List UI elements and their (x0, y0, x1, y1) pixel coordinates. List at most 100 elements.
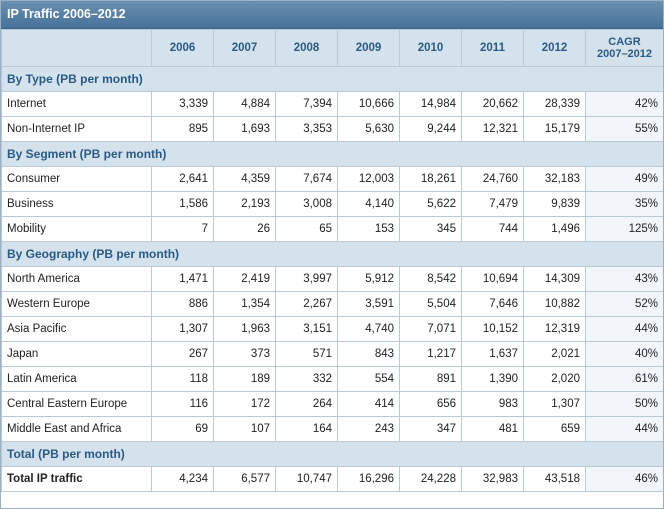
value-cell: 69 (151, 416, 214, 442)
table-row: Middle East and Africa 69 107 164 243 347 481 6… (1, 416, 663, 442)
value-cell: 1,217 (399, 341, 462, 367)
row-label: Consumer (1, 166, 152, 192)
value-cell: 5,504 (399, 291, 462, 317)
cagr-cell: 125% (585, 216, 663, 242)
table-row: North America 1,471 2,419 3,997 5,912 8,542 10… (1, 266, 663, 292)
value-cell: 24,760 (461, 166, 524, 192)
row-label: North America (1, 266, 152, 292)
value-cell: 2,641 (151, 166, 214, 192)
table-row: Japan 267 373 571 843 1,217 1,637 2,021 40% (1, 341, 663, 367)
table-row: Consumer 2,641 4,359 7,674 12,003 18,261 24,76… (1, 166, 663, 192)
value-cell: 1,637 (461, 341, 524, 367)
cagr-header-line1: CAGR (608, 36, 641, 48)
table-row: Western Europe 886 1,354 2,267 3,591 5,504 7,6… (1, 291, 663, 317)
table-row: Central Eastern Europe 116 172 264 414 656 983… (1, 391, 663, 417)
value-cell: 20,662 (461, 91, 524, 117)
value-cell: 481 (461, 416, 524, 442)
value-cell: 26 (213, 216, 276, 242)
value-cell: 4,234 (151, 466, 214, 492)
value-cell: 332 (275, 366, 338, 392)
value-cell: 895 (151, 116, 214, 142)
value-cell: 12,319 (523, 316, 586, 342)
value-cell: 1,963 (213, 316, 276, 342)
header-row: 2006 2007 2008 2009 2010 2011 2012 CAGR … (1, 29, 663, 67)
section-header-row: Total (PB per month) (1, 441, 663, 467)
cagr-cell: 52% (585, 291, 663, 317)
cagr-cell: 43% (585, 266, 663, 292)
cagr-cell: 61% (585, 366, 663, 392)
value-cell: 3,353 (275, 116, 338, 142)
cagr-cell: 49% (585, 166, 663, 192)
cagr-cell: 44% (585, 316, 663, 342)
value-cell: 43,518 (523, 466, 586, 492)
section-header-row: By Geography (PB per month) (1, 241, 663, 267)
section-label: By Geography (PB per month) (1, 241, 663, 267)
value-cell: 189 (213, 366, 276, 392)
value-cell: 414 (337, 391, 400, 417)
value-cell: 107 (213, 416, 276, 442)
value-cell: 10,747 (275, 466, 338, 492)
value-cell: 65 (275, 216, 338, 242)
value-cell: 10,666 (337, 91, 400, 117)
column-header: 2008 (275, 29, 338, 67)
value-cell: 7,479 (461, 191, 524, 217)
value-cell: 164 (275, 416, 338, 442)
value-cell: 1,471 (151, 266, 214, 292)
value-cell: 10,152 (461, 316, 524, 342)
column-header: 2006 (151, 29, 214, 67)
value-cell: 373 (213, 341, 276, 367)
table-row: Asia Pacific 1,307 1,963 3,151 4,740 7,071 10,… (1, 316, 663, 342)
value-cell: 3,591 (337, 291, 400, 317)
value-cell: 656 (399, 391, 462, 417)
value-cell: 891 (399, 366, 462, 392)
table-body: 2006 2007 2008 2009 2010 2011 2012 CAGR … (1, 29, 663, 492)
table-row: Latin America 118 189 332 554 891 1,390 2,020 61… (1, 366, 663, 392)
value-cell: 5,630 (337, 116, 400, 142)
row-label: Latin America (1, 366, 152, 392)
table-title: IP Traffic 2006–2012 (1, 1, 663, 29)
value-cell: 554 (337, 366, 400, 392)
value-cell: 14,984 (399, 91, 462, 117)
row-label: Total IP traffic (1, 466, 152, 492)
value-cell: 1,693 (213, 116, 276, 142)
value-cell: 1,307 (523, 391, 586, 417)
row-label: Middle East and Africa (1, 416, 152, 442)
ip-traffic-table: 2006 2007 2008 2009 2010 2011 2012 CAGR … (1, 29, 663, 492)
value-cell: 16,296 (337, 466, 400, 492)
value-cell: 2,267 (275, 291, 338, 317)
column-header: 2011 (461, 29, 524, 67)
value-cell: 18,261 (399, 166, 462, 192)
total-row: Total IP traffic 4,234 6,577 10,747 16,296 24… (1, 466, 663, 492)
value-cell: 4,884 (213, 91, 276, 117)
value-cell: 3,151 (275, 316, 338, 342)
column-header: 2007 (213, 29, 276, 67)
value-cell: 1,586 (151, 191, 214, 217)
value-cell: 5,912 (337, 266, 400, 292)
value-cell: 28,339 (523, 91, 586, 117)
value-cell: 15,179 (523, 116, 586, 142)
value-cell: 118 (151, 366, 214, 392)
value-cell: 983 (461, 391, 524, 417)
value-cell: 116 (151, 391, 214, 417)
value-cell: 1,354 (213, 291, 276, 317)
value-cell: 243 (337, 416, 400, 442)
value-cell: 3,339 (151, 91, 214, 117)
value-cell: 32,983 (461, 466, 524, 492)
table-row: Non-Internet IP 895 1,693 3,353 5,630 9,244 12… (1, 116, 663, 142)
row-label: Mobility (1, 216, 152, 242)
value-cell: 2,419 (213, 266, 276, 292)
value-cell: 345 (399, 216, 462, 242)
cagr-cell: 44% (585, 416, 663, 442)
value-cell: 1,307 (151, 316, 214, 342)
value-cell: 3,008 (275, 191, 338, 217)
value-cell: 32,183 (523, 166, 586, 192)
value-cell: 886 (151, 291, 214, 317)
row-label: Asia Pacific (1, 316, 152, 342)
row-label: Business (1, 191, 152, 217)
value-cell: 2,021 (523, 341, 586, 367)
value-cell: 843 (337, 341, 400, 367)
value-cell: 14,309 (523, 266, 586, 292)
cagr-cell: 46% (585, 466, 663, 492)
table-row: Internet 3,339 4,884 7,394 10,666 14,984 20,66… (1, 91, 663, 117)
